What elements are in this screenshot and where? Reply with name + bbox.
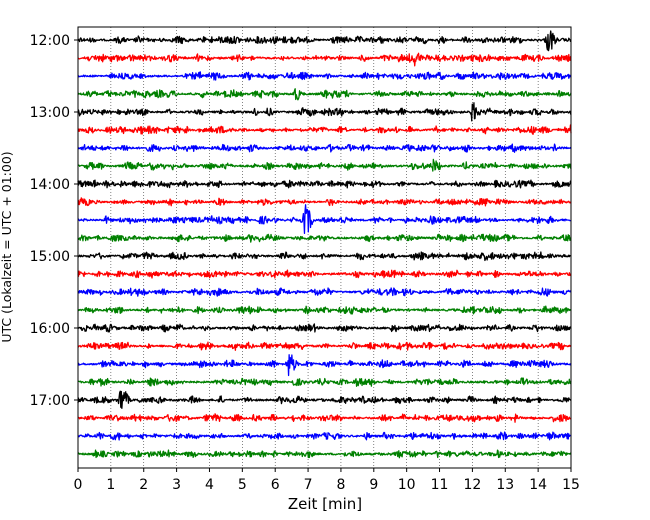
y-tick-label: 16:00 — [30, 321, 70, 337]
x-tick-label: 12 — [463, 477, 481, 493]
x-axis-label: Zeit [min] — [288, 495, 362, 513]
trace-line — [77, 143, 572, 153]
x-tick-label: 5 — [238, 477, 247, 493]
trace-line — [77, 341, 572, 351]
trace-line — [77, 354, 572, 377]
trace-line — [77, 323, 572, 333]
x-tick-label: 4 — [205, 477, 214, 493]
x-tick-label: 6 — [271, 477, 280, 493]
trace-line — [77, 449, 572, 459]
trace-lines — [77, 30, 572, 459]
trace-line — [77, 124, 572, 135]
trace-line — [77, 287, 572, 297]
trace-line — [77, 52, 572, 67]
x-tick-label: 14 — [529, 477, 547, 493]
trace-line — [77, 88, 572, 101]
trace-line — [77, 390, 572, 410]
trace-line — [77, 269, 572, 279]
y-tick-label: 15:00 — [30, 249, 70, 265]
x-tick-label: 1 — [106, 477, 115, 493]
trace-line — [77, 71, 572, 81]
x-tick-label: 9 — [369, 477, 378, 493]
trace-line — [77, 102, 572, 122]
x-tick-label: 13 — [496, 477, 514, 493]
x-tick-label: 2 — [139, 477, 148, 493]
trace-line — [77, 197, 572, 207]
trace-line — [77, 158, 572, 172]
x-tick-label: 15 — [562, 477, 580, 493]
trace-line — [77, 251, 572, 262]
x-axis-ticks: 0 1 2 3 4 5 6 7 8 9 10 11 12 13 14 15 — [74, 468, 580, 493]
trace-line — [77, 413, 572, 423]
x-tick-label: 8 — [336, 477, 345, 493]
trace-line — [77, 233, 572, 243]
x-tick-label: 10 — [398, 477, 416, 493]
y-axis-label: UTC (Lokalzeit = UTC + 01:00) — [0, 151, 14, 342]
trace-line — [77, 377, 572, 387]
trace-line — [77, 204, 572, 234]
trace-line — [77, 30, 572, 52]
y-tick-label: 12:00 — [30, 33, 70, 49]
plot-frame — [77, 26, 572, 469]
y-tick-label: 13:00 — [30, 105, 70, 121]
y-axis-ticks: 12:00 13:00 14:00 15:00 16:00 17:00 — [30, 33, 78, 409]
x-tick-label: 11 — [431, 477, 449, 493]
trace-line — [77, 179, 572, 189]
x-tick-label: 3 — [172, 477, 181, 493]
y-tick-label: 17:00 — [30, 393, 70, 409]
trace-line — [77, 431, 572, 441]
x-tick-label: 7 — [304, 477, 313, 493]
x-tick-label: 0 — [74, 477, 83, 493]
y-tick-label: 14:00 — [30, 177, 70, 193]
trace-line — [77, 305, 572, 315]
